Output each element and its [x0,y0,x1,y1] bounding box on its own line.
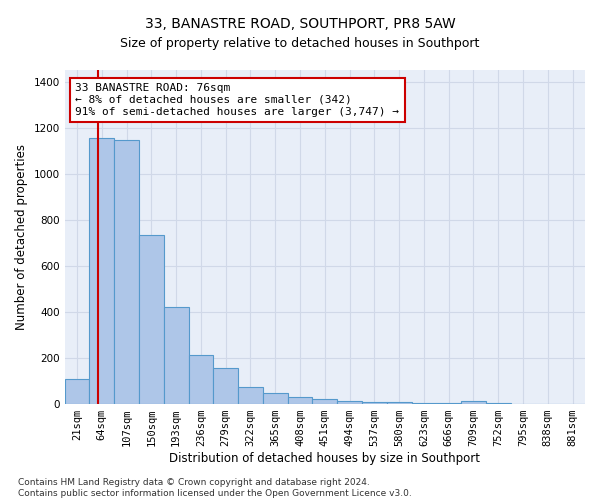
Text: Size of property relative to detached houses in Southport: Size of property relative to detached ho… [121,38,479,51]
Bar [164,308,188,404]
Bar [89,138,114,404]
Bar [263,392,287,404]
Bar [486,403,511,404]
Bar [313,400,337,404]
Bar [337,400,362,404]
Bar [139,234,164,404]
Bar [214,368,238,404]
Bar [412,403,436,404]
Text: 33, BANASTRE ROAD, SOUTHPORT, PR8 5AW: 33, BANASTRE ROAD, SOUTHPORT, PR8 5AW [145,18,455,32]
Bar [461,400,486,404]
Bar [287,396,313,404]
Bar [238,387,263,404]
Bar [65,378,89,404]
Bar [188,354,214,404]
Bar [114,140,139,404]
Text: 33 BANASTRE ROAD: 76sqm
← 8% of detached houses are smaller (342)
91% of semi-de: 33 BANASTRE ROAD: 76sqm ← 8% of detached… [75,84,399,116]
Bar [387,402,412,404]
X-axis label: Distribution of detached houses by size in Southport: Distribution of detached houses by size … [169,452,481,465]
Text: Contains HM Land Registry data © Crown copyright and database right 2024.
Contai: Contains HM Land Registry data © Crown c… [18,478,412,498]
Y-axis label: Number of detached properties: Number of detached properties [15,144,28,330]
Bar [362,402,387,404]
Bar [436,403,461,404]
